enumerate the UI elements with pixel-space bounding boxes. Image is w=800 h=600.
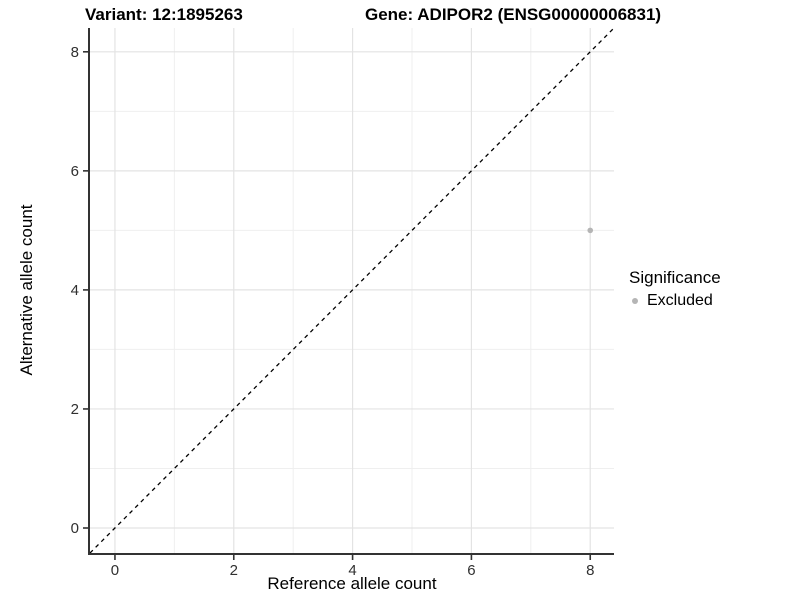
variant-title: Variant: 12:1895263 [85, 5, 243, 24]
legend-item-label: Excluded [647, 292, 713, 309]
data-point[interactable] [587, 227, 594, 234]
x-tick-label: 0 [111, 562, 119, 579]
legend-item: Excluded [629, 292, 721, 310]
legend-items: Excluded [629, 292, 721, 310]
x-tick-label: 6 [467, 562, 475, 579]
y-tick-label: 6 [71, 163, 79, 180]
x-tick-label: 2 [230, 562, 238, 579]
x-tick-label: 8 [586, 562, 594, 579]
x-axis-label: Reference allele count [267, 574, 437, 593]
legend: Significance Excluded [629, 268, 721, 310]
legend-point-icon [632, 298, 638, 304]
x-tick-label: 4 [348, 562, 356, 579]
legend-title: Significance [629, 268, 721, 287]
y-tick-label: 8 [71, 44, 79, 61]
y-tick-label: 2 [71, 401, 79, 418]
identity-line [89, 27, 615, 554]
gene-title: Gene: ADIPOR2 (ENSG00000006831) [365, 5, 662, 24]
y-tick-label: 4 [71, 282, 79, 299]
y-axis-label: Alternative allele count [17, 204, 36, 376]
y-tick-label: 0 [71, 520, 79, 537]
